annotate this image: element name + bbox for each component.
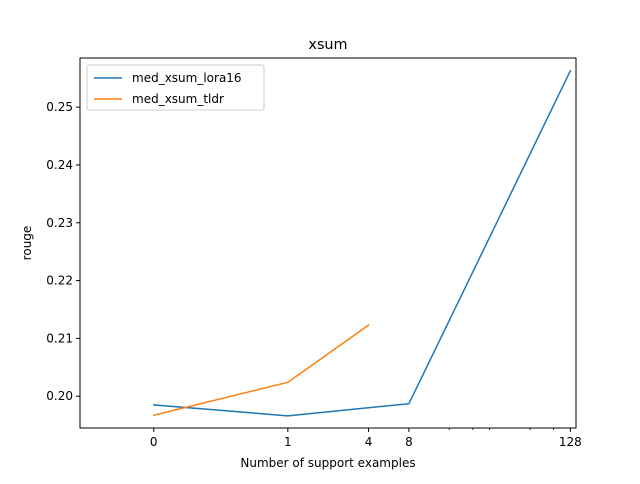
legend-entries: med_xsum_lora16 med_xsum_tldr xyxy=(94,71,242,106)
legend-label: med_xsum_tldr xyxy=(132,92,224,106)
legend-label: med_xsum_lora16 xyxy=(132,71,242,85)
legend: med_xsum_lora16 med_xsum_tldr xyxy=(86,64,265,111)
series-line-med_xsum_lora16 xyxy=(152,69,572,417)
plot-frame xyxy=(79,57,577,429)
x-tick-label: 4 xyxy=(365,435,373,449)
x-tick-label: 1 xyxy=(284,435,292,449)
x-axis-label: Number of support examples xyxy=(240,456,415,470)
y-tick-label: 0.21 xyxy=(46,331,73,345)
y-tick-label: 0.25 xyxy=(46,100,73,114)
chart-title: xsum xyxy=(308,37,347,53)
y-axis: 0.20 0.21 0.22 0.23 0.24 0.25 xyxy=(46,100,80,403)
series-line-med_xsum_tldr xyxy=(152,324,370,417)
x-tick-label: 8 xyxy=(405,435,413,449)
y-tick-label: 0.20 xyxy=(46,389,73,403)
y-tick-label: 0.24 xyxy=(46,158,73,172)
series-lines xyxy=(152,69,572,417)
y-tick-label: 0.22 xyxy=(46,274,73,288)
y-tick-label: 0.23 xyxy=(46,216,73,230)
x-axis: 0 1 4 8 128 xyxy=(150,428,582,449)
legend-box xyxy=(86,64,265,111)
x-tick-label: 0 xyxy=(150,435,158,449)
plot-area: 0.20 0.21 0.22 0.23 0.24 0.25 0 1 4 8 128 xyxy=(46,57,582,449)
x-tick-label: 128 xyxy=(559,435,582,449)
y-axis-label: rouge xyxy=(20,226,34,261)
